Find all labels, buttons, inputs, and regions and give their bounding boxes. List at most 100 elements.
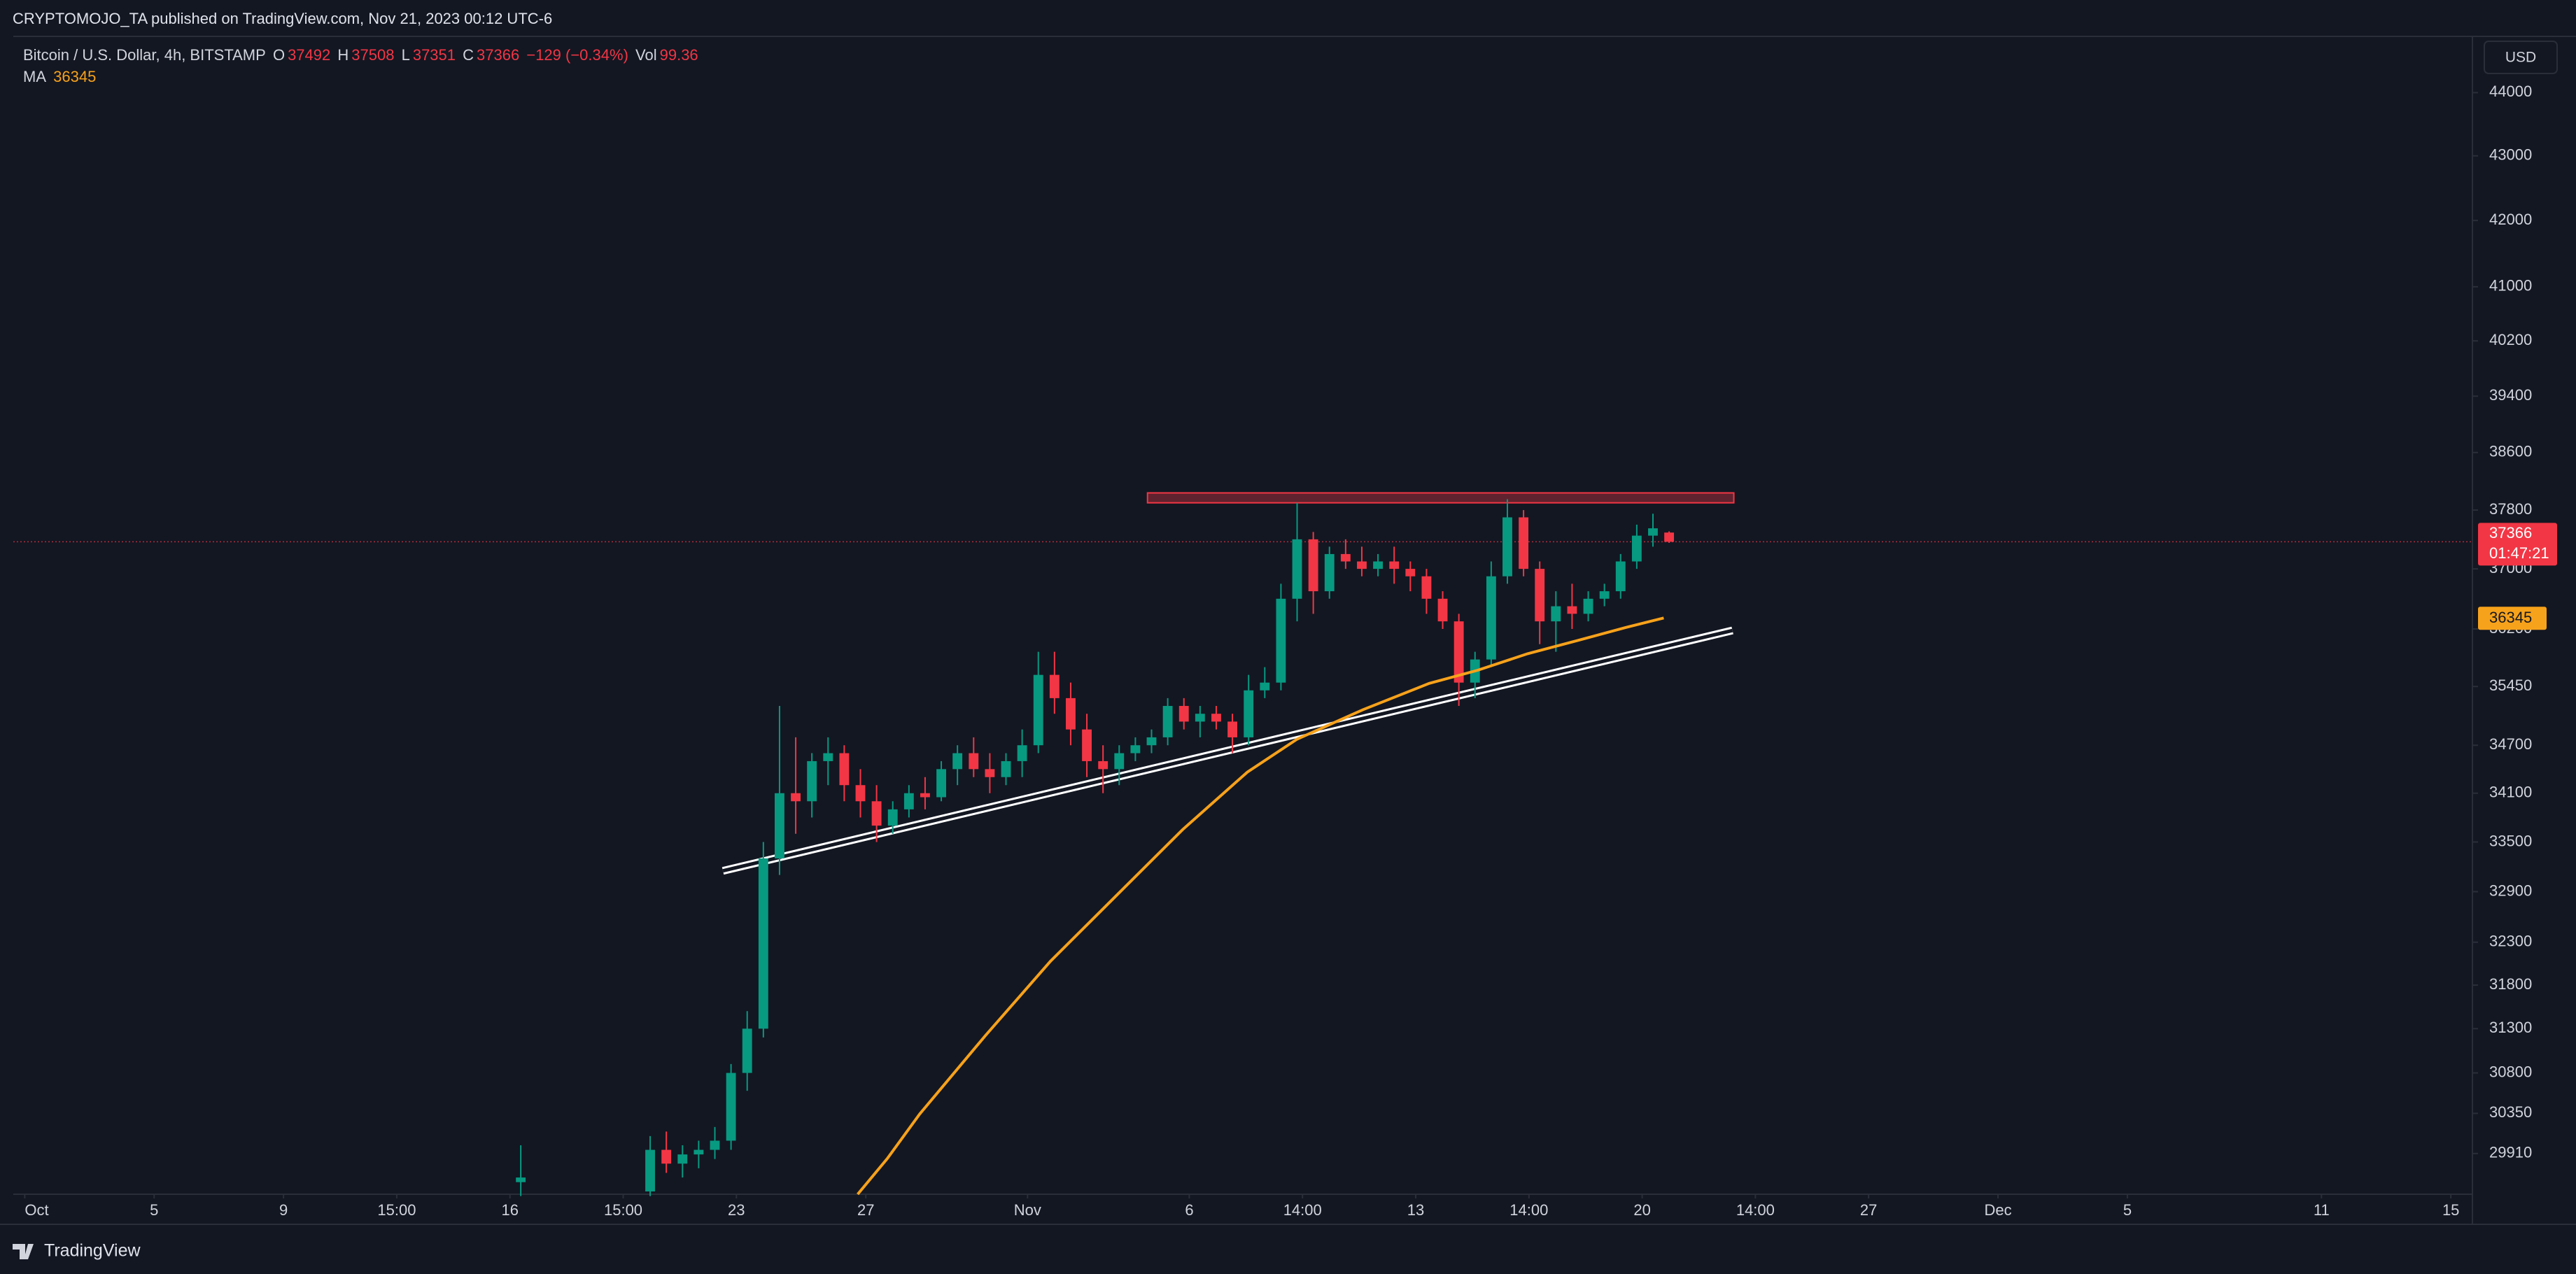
header-bar: [0, 0, 2576, 36]
ohlc-letter: H: [337, 46, 349, 64]
candle-body: [1324, 553, 1335, 592]
candle-body: [1162, 706, 1173, 737]
candle-body: [645, 1149, 655, 1192]
y-tick-label: 44000: [2489, 83, 2532, 100]
candle-body: [1631, 535, 1642, 562]
x-tick-label: 16: [501, 1201, 518, 1219]
x-tick-label: 6: [1185, 1201, 1193, 1219]
x-tick-label: 14:00: [1283, 1201, 1322, 1219]
y-tick-label: 41000: [2489, 277, 2532, 295]
symbol-title: Bitcoin / U.S. Dollar, 4h, BITSTAMP: [23, 46, 266, 64]
candle-body: [758, 858, 768, 1029]
candle-body: [1599, 591, 1610, 599]
candle-body: [1454, 621, 1464, 683]
candle-body: [887, 809, 898, 826]
logo-icon: [13, 1244, 34, 1259]
footer-brand: TradingView: [44, 1241, 141, 1261]
ohlc-letter: O: [272, 46, 286, 64]
x-tick-label: 13: [1407, 1201, 1424, 1219]
y-tick-label: 34700: [2489, 735, 2532, 753]
candle-body: [1244, 690, 1254, 737]
y-tick-label: 31800: [2489, 975, 2532, 993]
candle-body: [742, 1028, 752, 1073]
candle-body: [985, 769, 995, 777]
x-tick-label: 5: [150, 1201, 158, 1219]
price-label: 37366: [2489, 524, 2532, 542]
candle-body: [661, 1149, 672, 1164]
candle-body: [1146, 737, 1157, 746]
ma-label: 36345: [2489, 609, 2532, 626]
currency-button[interactable]: [2484, 41, 2558, 74]
candle-body: [952, 753, 963, 770]
candle-body: [1098, 760, 1108, 770]
trendline-gap: [722, 628, 1733, 873]
price-label-box: [2478, 523, 2557, 566]
y-tick-label: 43000: [2489, 146, 2532, 164]
ma-label-box: [2478, 607, 2547, 630]
volume-value: 99.36: [659, 46, 698, 64]
candle-body: [710, 1140, 720, 1150]
candle-body: [1340, 553, 1351, 562]
y-tick-label: 31300: [2489, 1019, 2532, 1036]
low-value: 37351: [412, 46, 456, 64]
candle-body: [936, 769, 946, 798]
candle-body: [1211, 714, 1221, 722]
candle-body: [1178, 706, 1189, 722]
candle-body: [1373, 561, 1384, 569]
resistance-zone: [1146, 492, 1735, 504]
y-tick-label: 33500: [2489, 832, 2532, 849]
candle-body: [1551, 606, 1561, 622]
candle-body: [791, 793, 801, 802]
x-tick-label: 9: [279, 1201, 288, 1219]
ma-value: 36345: [53, 68, 97, 85]
candle-body: [1195, 714, 1205, 722]
symbol-legend: Bitcoin / U.S. Dollar, 4h, BITSTAMP O 374…: [23, 46, 701, 64]
candle-body: [807, 760, 817, 802]
candle-body: [1276, 598, 1286, 683]
candle-body: [1001, 760, 1011, 777]
y-tick-label: 39400: [2489, 386, 2532, 404]
candle-body: [1017, 745, 1027, 761]
y-tick-label: 32300: [2489, 933, 2532, 950]
x-tick-label: 23: [728, 1201, 745, 1219]
candle-body: [1648, 528, 1658, 536]
candle-body: [839, 753, 850, 786]
candle-body: [903, 793, 914, 809]
candle-body: [1049, 674, 1060, 698]
candle-body: [855, 785, 866, 802]
candle-body: [677, 1154, 688, 1164]
open-value: 37492: [288, 46, 331, 64]
x-tick-label: Oct: [24, 1201, 48, 1219]
candle-body: [1033, 674, 1043, 746]
candle-body: [1519, 517, 1529, 569]
ohlc-letter: L: [401, 46, 410, 64]
candle-body: [1615, 561, 1626, 592]
x-tick-label: 14:00: [1509, 1201, 1548, 1219]
change-value: −129 (−0.34%): [526, 46, 628, 64]
candle-body: [726, 1073, 736, 1141]
publisher-line: CRYPTOMOJO_TA published on TradingView.c…: [13, 10, 552, 27]
candle-body: [1389, 561, 1400, 569]
ohlc-letter: C: [463, 46, 474, 64]
candle-body: [1114, 753, 1125, 770]
close-value: 37366: [477, 46, 520, 64]
y-tick-label: 38600: [2489, 443, 2532, 460]
y-tick-label: 40200: [2489, 331, 2532, 348]
candle-body: [823, 753, 833, 761]
countdown-label: 01:47:21: [2489, 544, 2549, 562]
candle-body: [1502, 517, 1512, 576]
y-tick-label: 32900: [2489, 882, 2532, 899]
candle-body: [516, 1177, 526, 1182]
candle-body: [1357, 561, 1367, 569]
candle-body: [1292, 539, 1302, 599]
candle-body: [1664, 532, 1675, 542]
y-tick-label: 37800: [2489, 500, 2532, 518]
candle-body: [1082, 729, 1092, 761]
x-tick-label: Nov: [1014, 1201, 1041, 1219]
x-tick-label: 20: [1633, 1201, 1650, 1219]
currency-label[interactable]: USD: [2505, 50, 2536, 66]
candle-body: [1535, 569, 1545, 622]
candle-body: [775, 793, 784, 859]
candle-body: [1567, 606, 1577, 614]
